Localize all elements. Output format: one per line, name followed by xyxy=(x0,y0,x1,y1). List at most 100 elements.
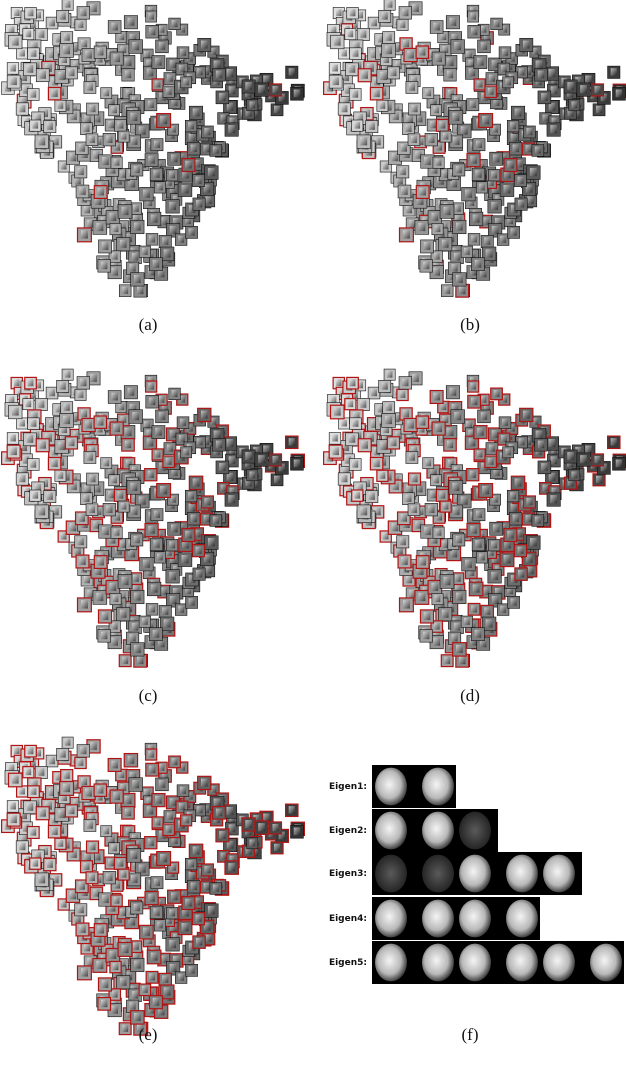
thumbnail-detail xyxy=(293,827,301,836)
thumbnail-detail xyxy=(352,49,359,57)
thumbnail-detail xyxy=(424,157,431,166)
thumbnail-detail xyxy=(441,222,448,230)
thumbnail-detail xyxy=(436,143,442,151)
thumbnail-detail xyxy=(535,447,542,456)
thumbnail-detail xyxy=(170,892,178,901)
thumbnail-detail xyxy=(118,33,125,41)
eigen-image-face xyxy=(459,943,491,982)
thumbnail-detail xyxy=(63,771,70,779)
thumbnail-detail xyxy=(172,587,180,596)
thumbnail-detail xyxy=(172,217,180,226)
thumbnail-detail xyxy=(479,269,487,278)
captions: (a) (b) (c) (d) (e) (f) xyxy=(139,315,480,1044)
thumbnail-detail xyxy=(419,557,426,566)
thumbnail-detail xyxy=(124,57,132,67)
thumbnail-detail xyxy=(410,135,417,143)
thumbnail-detail xyxy=(491,201,498,210)
thumbnail-detail xyxy=(133,953,140,961)
thumbnail-detail xyxy=(339,19,346,27)
thumbnail-detail xyxy=(119,977,127,986)
thumbnail-detail xyxy=(443,206,451,216)
eigen-image-face xyxy=(375,854,407,893)
thumbnail-detail xyxy=(352,90,359,98)
thumbnail-detail xyxy=(474,259,482,268)
thumbnail-detail xyxy=(272,455,279,464)
thumbnail-detail xyxy=(109,212,117,221)
thumbnail-detail xyxy=(200,410,208,419)
thumbnail-detail xyxy=(108,121,115,129)
thumbnail-detail xyxy=(10,447,17,456)
thumbnail-detail xyxy=(40,130,48,139)
thumbnail-detail xyxy=(182,170,189,179)
thumbnail-detail xyxy=(161,403,169,412)
thumbnail-detail xyxy=(541,93,548,101)
thumbnail-detail xyxy=(80,968,88,977)
thumbnail-detail xyxy=(48,787,56,796)
thumbnail-detail xyxy=(178,153,185,162)
thumbnail-detail xyxy=(363,109,371,118)
thumbnail-detail xyxy=(89,843,96,851)
thumbnail-detail xyxy=(90,3,97,12)
thumbnail-detail xyxy=(229,447,235,455)
thumbnail-detail xyxy=(63,45,71,55)
thumbnail-detail xyxy=(179,763,186,771)
thumbnail-detail xyxy=(27,379,34,387)
thumbnail-detail xyxy=(514,108,522,117)
thumbnail-detail xyxy=(508,54,515,62)
thumbnail-detail xyxy=(346,117,352,125)
thumbnail-detail xyxy=(258,455,265,464)
thumbnail-detail xyxy=(111,990,118,998)
thumbnail-detail xyxy=(525,145,532,153)
thumbnail-detail xyxy=(121,944,129,954)
thumbnail-detail xyxy=(370,419,378,428)
eigen-image-face xyxy=(459,854,491,893)
thumbnail-detail xyxy=(484,237,491,245)
thumbnail-detail xyxy=(485,619,493,628)
thumbnail-detail xyxy=(93,484,101,493)
eigen-image-face xyxy=(506,899,538,938)
thumbnail-detail xyxy=(360,507,368,516)
thumbnail-detail xyxy=(341,49,347,57)
thumbnail-detail xyxy=(406,576,413,584)
eigen-label: Eigen2: xyxy=(329,826,367,836)
thumbnail-detail xyxy=(173,933,180,941)
thumbnail-detail xyxy=(431,536,438,544)
thumbnail-detail xyxy=(80,230,88,239)
thumbnail-detail xyxy=(202,805,209,814)
thumbnail-detail xyxy=(79,187,86,195)
thumbnail-detail xyxy=(288,438,295,446)
thumbnail-detail xyxy=(125,89,132,97)
thumbnail-detail xyxy=(169,60,177,68)
thumbnail-detail xyxy=(455,585,462,593)
thumbnail-detail xyxy=(87,219,94,228)
thumbnail-detail xyxy=(411,475,418,483)
thumbnail-detail xyxy=(433,622,440,630)
scatter-panels xyxy=(1,0,626,1036)
thumbnail-detail xyxy=(442,416,449,423)
panel-caption: (a) xyxy=(139,315,158,334)
thumbnail-detail xyxy=(441,592,448,600)
thumbnail-detail xyxy=(178,523,185,532)
thumbnail-detail xyxy=(228,824,236,833)
thumbnail-detail xyxy=(188,575,196,583)
thumbnail-detail xyxy=(535,60,543,69)
thumbnail-detail xyxy=(146,568,153,576)
thumbnail-detail xyxy=(418,222,426,232)
thumbnail-detail xyxy=(38,875,46,884)
thumbnail-detail xyxy=(130,112,138,122)
thumbnail-detail xyxy=(188,492,194,500)
thumbnail-detail xyxy=(34,114,42,122)
thumbnail-detail xyxy=(385,45,393,55)
thumbnail-detail xyxy=(146,429,153,437)
thumbnail-detail xyxy=(77,759,84,766)
thumbnail-detail xyxy=(360,400,367,408)
thumbnail-detail xyxy=(417,507,424,515)
thumbnail-detail xyxy=(127,387,135,396)
thumbnail-detail xyxy=(258,823,265,832)
thumbnail-detail xyxy=(19,49,25,57)
thumbnail-detail xyxy=(103,827,110,835)
thumbnail-detail xyxy=(124,808,132,817)
thumbnail-detail xyxy=(411,446,418,454)
thumbnail-detail xyxy=(143,51,151,59)
thumbnail-detail xyxy=(500,523,507,532)
